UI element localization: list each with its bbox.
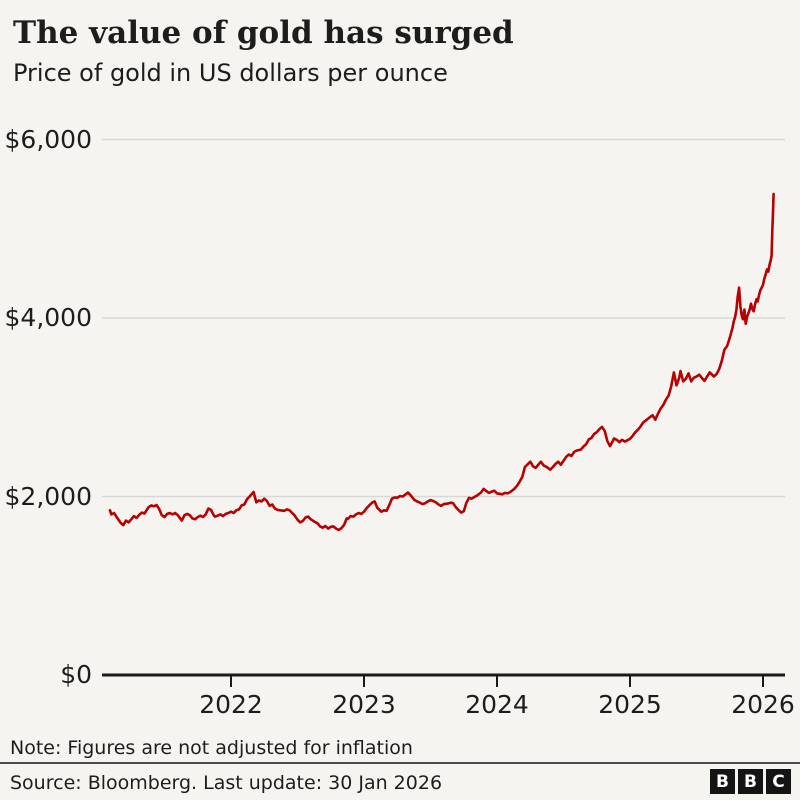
bbc-logo-block-c: C [766, 769, 791, 794]
footer-divider [0, 762, 800, 764]
chart-source: Source: Bloomberg. Last update: 30 Jan 2… [10, 772, 443, 794]
x-axis-ticks [230, 676, 764, 687]
bbc-logo-block-b1: B [710, 769, 735, 794]
y-axis-label-6000: $6,000 [4, 124, 92, 154]
y-axis-label-4000: $4,000 [4, 303, 92, 332]
y-axis-label-0: $0 [60, 660, 92, 689]
chart-note: Note: Figures are not adjusted for infla… [10, 737, 413, 759]
gold-price-series-line [108, 192, 775, 532]
x-axis-label-2025: 2025 [598, 690, 662, 719]
x-axis-label-2023: 2023 [332, 690, 396, 719]
x-axis-label-2026: 2026 [731, 690, 795, 719]
gridlines [102, 138, 785, 498]
x-axis-label-2022: 2022 [199, 690, 263, 719]
bbc-logo-block-b2: B [738, 769, 763, 794]
chart-subtitle: Price of gold in US dollars per ounce [13, 59, 448, 87]
chart-title: The value of gold has surged [13, 15, 514, 51]
y-axis-label-2000: $2,000 [4, 481, 92, 511]
x-axis-label-2024: 2024 [465, 690, 529, 719]
bbc-logo: B B C [710, 769, 791, 794]
